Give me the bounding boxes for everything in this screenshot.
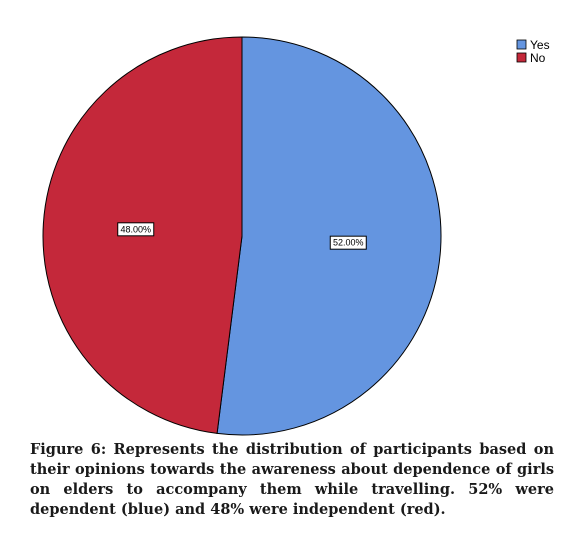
figure-caption: Figure 6: Represents the distribution of… <box>30 441 554 518</box>
legend-swatch-no <box>516 52 527 63</box>
legend-label-yes: Yes <box>530 38 550 52</box>
data-label-no: 48.00% <box>120 224 151 234</box>
pie-data-labels: 52.00% 48.00% <box>117 222 367 250</box>
legend-label-no: No <box>530 51 546 65</box>
pie-slices <box>42 36 442 436</box>
data-label-box-yes <box>329 235 367 250</box>
data-label-yes: 52.00% <box>333 238 364 248</box>
legend-swatch-yes <box>516 39 527 50</box>
pie-slice-yes <box>216 36 442 436</box>
data-label-box-no <box>117 222 155 237</box>
